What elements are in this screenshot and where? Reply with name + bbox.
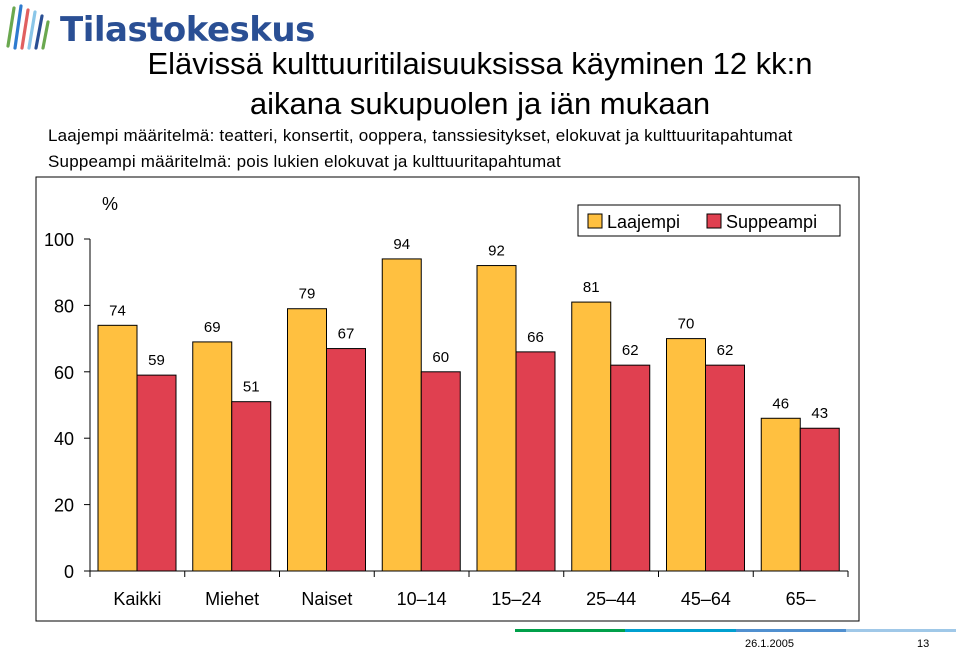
- bar-suppeampi-1: [231, 401, 272, 572]
- y-tick-label: 60: [54, 363, 74, 383]
- footer-line-segment: [625, 629, 736, 632]
- x-tick-label: Naiset: [301, 589, 352, 609]
- bar-suppeampi-6: [705, 364, 745, 572]
- y-tick-label: 0: [64, 562, 74, 582]
- plot-frame: [35, 176, 860, 622]
- y-tick-label: 20: [54, 496, 74, 516]
- x-tick-label: 25–44: [586, 589, 636, 609]
- x-tick-label: Kaikki: [113, 589, 161, 609]
- logo-icon: [6, 4, 50, 50]
- data-label: 92: [488, 243, 505, 260]
- bar-suppeampi-5: [610, 364, 651, 572]
- x-tick-label: 15–24: [491, 589, 541, 609]
- data-label: 46: [772, 395, 789, 412]
- data-label: 70: [678, 316, 695, 333]
- y-tick-label: 100: [44, 230, 74, 250]
- data-label: 60: [432, 349, 449, 366]
- bar-laajempi-3: [381, 258, 422, 572]
- bar-laajempi-7: [760, 417, 801, 572]
- x-tick-label: 45–64: [681, 589, 731, 609]
- data-label: 43: [811, 405, 828, 422]
- page-number: 13: [917, 638, 930, 650]
- data-label: 62: [622, 342, 639, 359]
- data-label: 81: [583, 279, 600, 296]
- data-label: 66: [527, 329, 544, 346]
- data-label: 62: [717, 342, 734, 359]
- bar-laajempi-1: [192, 341, 233, 572]
- chart-title-line-2: aikana sukupuolen ja iän mukaan: [249, 86, 711, 121]
- data-label: 51: [243, 379, 260, 396]
- legend: Laajempi Suppeampi: [577, 204, 841, 237]
- data-label: 67: [338, 326, 355, 343]
- data-label: 94: [393, 236, 410, 253]
- y-axis-label: %: [102, 194, 118, 214]
- footer-line-segment: [845, 629, 956, 632]
- footer-line-segment: [515, 629, 626, 632]
- bar-laajempi-4: [476, 265, 517, 572]
- legend-swatch-laajempi: [587, 213, 603, 229]
- legend-label-suppeampi: Suppeampi: [726, 212, 817, 232]
- legend-swatch-suppeampi: [706, 213, 722, 229]
- x-tick-label: 65–: [786, 589, 816, 609]
- bar-suppeampi-0: [136, 374, 177, 572]
- x-tick-label: 10–14: [397, 589, 447, 609]
- bar-laajempi-6: [666, 338, 706, 572]
- legend-label-laajempi: Laajempi: [607, 212, 680, 232]
- logo: Tilastokeskus: [4, 2, 315, 52]
- subtitle-line-1: Laajempi määritelmä: teatteri, konsertit…: [48, 126, 793, 145]
- brand-name: Tilastokeskus: [60, 10, 315, 50]
- bar-suppeampi-4: [515, 351, 556, 572]
- data-label: 69: [204, 319, 221, 336]
- footer-line-segment: [735, 629, 846, 632]
- data-label: 59: [148, 352, 165, 369]
- bar-suppeampi-7: [799, 427, 840, 572]
- subtitle-line-2: Suppeampi määritelmä: pois lukien elokuv…: [48, 152, 561, 171]
- chart-title-line-1: Elävissä kulttuuritilaisuuksissa käymine…: [147, 46, 813, 81]
- bar-suppeampi-3: [420, 371, 461, 572]
- footer-date: 26.1.2005: [745, 638, 794, 650]
- bar-laajempi-2: [287, 308, 327, 572]
- y-tick-label: 40: [54, 429, 74, 449]
- bar-laajempi-0: [97, 324, 138, 572]
- bar-laajempi-5: [571, 301, 612, 572]
- y-tick-label: 80: [54, 296, 74, 316]
- data-label: 74: [109, 302, 126, 319]
- x-tick-label: Miehet: [205, 589, 259, 609]
- bar-suppeampi-2: [326, 348, 366, 572]
- data-label: 79: [299, 286, 316, 303]
